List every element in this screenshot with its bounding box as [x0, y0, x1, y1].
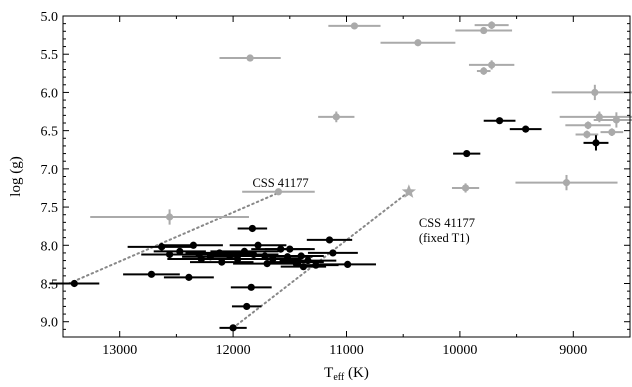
- x-axis-label: Teff (K): [324, 365, 369, 383]
- black-data-point: [291, 258, 300, 266]
- annotation-css2-line: CSS 41177: [419, 216, 475, 230]
- gray-data-point: [414, 39, 422, 47]
- black-data-point: [165, 250, 174, 259]
- plot-frame: [62, 15, 631, 338]
- black-data-point: [286, 245, 294, 253]
- y-tick-label: 9.0: [41, 316, 59, 331]
- black-data-point: [297, 252, 305, 260]
- black-data-point: [195, 250, 203, 259]
- gray-data-point: [488, 61, 496, 69]
- black-data-point: [344, 260, 352, 268]
- gray-data-point: [246, 54, 254, 62]
- black-data-point: [495, 117, 504, 125]
- black-data-point: [185, 273, 193, 281]
- black-data-point: [247, 283, 255, 291]
- black-data-point: [277, 245, 285, 253]
- y-tick-label: 8.0: [41, 239, 59, 254]
- black-data-point: [243, 302, 251, 311]
- x-tick-label: 12000: [216, 343, 251, 358]
- black-data-point: [283, 253, 292, 261]
- annotation-css2-line: (fixed T1): [419, 231, 470, 245]
- x-tick-label: 9000: [559, 343, 587, 358]
- gray-data-point: [350, 22, 359, 30]
- x-axis-label-main: T: [324, 365, 333, 381]
- annotation-css1-line: CSS 41177: [252, 176, 308, 190]
- black-data-point: [176, 247, 184, 255]
- black-data-point: [206, 253, 215, 261]
- gray-data-point: [584, 121, 592, 129]
- black-data-point: [299, 263, 308, 271]
- y-tick-label: 7.0: [41, 163, 59, 178]
- black-data-point: [522, 125, 530, 133]
- black-data-point: [229, 324, 237, 332]
- black-data-point: [147, 270, 156, 278]
- x-tick-label: 10000: [442, 343, 477, 358]
- gray-data-point: [612, 116, 620, 124]
- gray-data-point: [583, 130, 591, 139]
- black-data-point: [226, 252, 234, 260]
- black-data-point: [261, 252, 269, 260]
- x-tick-label: 11000: [329, 343, 363, 358]
- gray-data-point: [608, 128, 616, 136]
- black-data-point: [158, 243, 166, 251]
- axis-ticks: 13000 12000 11000 10000 9000 5.0 5.5 6.0 6.5 7.0 7…: [41, 10, 631, 358]
- y-tick-label: 7.5: [41, 201, 59, 216]
- x-axis-label-unit: (K): [344, 365, 369, 381]
- black-data-point: [329, 249, 337, 257]
- x-axis-label-subscript: eff: [333, 372, 345, 383]
- gray-data-point: [332, 113, 340, 121]
- black-data-point: [70, 279, 78, 288]
- y-tick-label: 5.0: [41, 10, 59, 25]
- data-points: [70, 21, 620, 332]
- y-tick-label: 6.5: [41, 125, 59, 140]
- gray-data-point: [480, 26, 488, 35]
- black-data-point: [269, 255, 277, 263]
- star-marker: [401, 184, 416, 198]
- y-tick-label: 8.5: [41, 278, 59, 293]
- y-axis-label: log (g): [8, 156, 24, 196]
- gray-data-point: [480, 67, 488, 75]
- star-marker-shape: [401, 184, 416, 198]
- gray-data-point: [274, 188, 283, 196]
- black-data-point: [240, 247, 249, 255]
- black-data-point: [189, 241, 198, 249]
- black-data-point: [263, 260, 271, 268]
- gray-data-point: [165, 213, 174, 221]
- black-data-point: [304, 256, 312, 265]
- error-bars: [49, 21, 632, 331]
- black-data-point: [249, 250, 258, 259]
- black-data-point: [254, 241, 262, 249]
- y-tick-label: 6.0: [41, 86, 59, 101]
- black-data-point: [215, 249, 224, 257]
- black-data-point: [248, 224, 256, 233]
- black-data-point: [218, 258, 226, 266]
- black-data-point: [234, 255, 242, 263]
- black-data-point: [325, 236, 334, 244]
- gray-data-point: [595, 113, 603, 121]
- gray-data-point: [591, 88, 599, 97]
- css-line-1: [67, 190, 282, 285]
- gray-data-point: [488, 21, 496, 29]
- x-tick-label: 13000: [102, 343, 137, 358]
- black-data-point: [312, 261, 320, 269]
- gray-data-point: [461, 184, 470, 192]
- gray-data-point: [562, 179, 571, 187]
- y-tick-label: 5.5: [41, 48, 59, 63]
- black-data-point: [592, 139, 600, 147]
- black-data-point: [463, 149, 471, 158]
